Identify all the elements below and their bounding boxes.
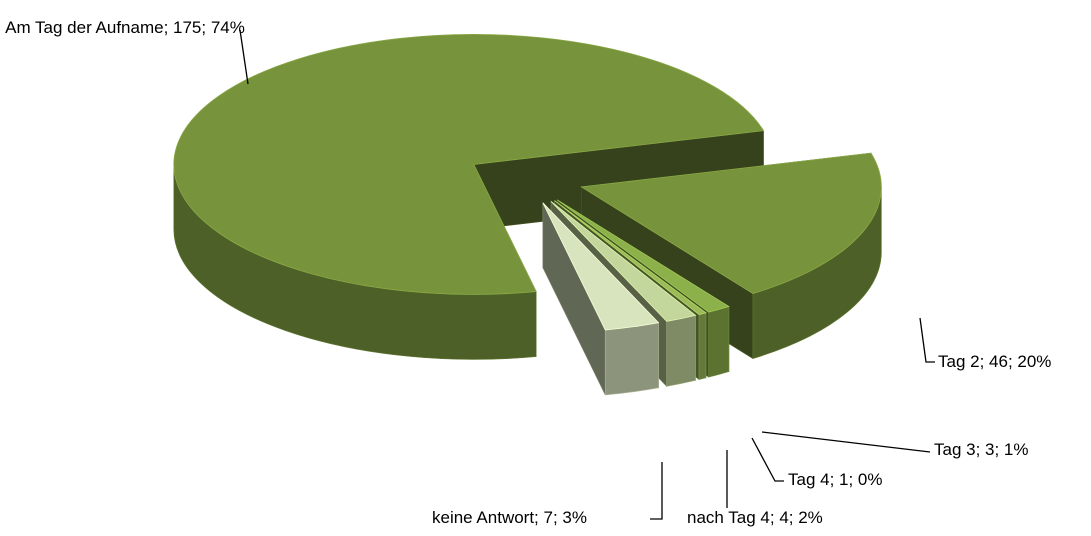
slice-rim bbox=[604, 322, 659, 396]
data-label: Tag 3; 3; 1% bbox=[934, 440, 1029, 459]
leader-line bbox=[919, 317, 935, 363]
slice-rim bbox=[698, 312, 707, 380]
slice-rim bbox=[666, 314, 696, 387]
leader-line bbox=[761, 431, 931, 453]
leader-line bbox=[239, 29, 249, 85]
slice-top bbox=[554, 200, 707, 315]
slices bbox=[173, 34, 882, 396]
leader-line bbox=[650, 462, 663, 520]
slice-top bbox=[557, 199, 730, 313]
data-label: nach Tag 4; 4; 2% bbox=[687, 508, 823, 527]
slice bbox=[173, 34, 765, 360]
leader-line bbox=[751, 437, 784, 482]
data-label: Tag 2; 46; 20% bbox=[938, 352, 1052, 371]
slice-top bbox=[550, 201, 697, 322]
slice-top bbox=[580, 152, 882, 294]
data-label: keine Antwort; 7; 3% bbox=[432, 508, 587, 527]
slice bbox=[542, 202, 660, 396]
slice-top bbox=[173, 34, 765, 295]
slice-rim bbox=[708, 306, 730, 378]
data-label: Am Tag der Aufname; 175; 74% bbox=[5, 18, 245, 37]
slice-top bbox=[542, 202, 660, 331]
data-label: Tag 4; 1; 0% bbox=[788, 470, 883, 489]
